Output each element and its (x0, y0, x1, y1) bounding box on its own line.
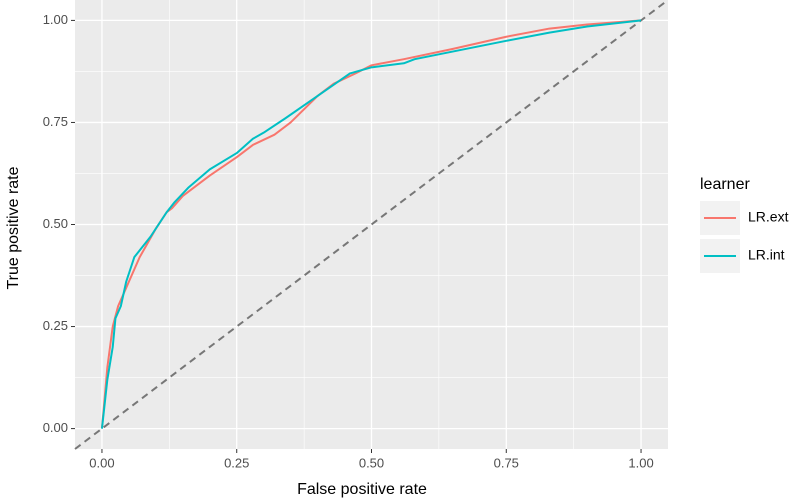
y-axis-title: True positive rate (5, 166, 22, 289)
y-tick-label: 0.00 (43, 420, 68, 435)
reference-line (74, 0, 669, 450)
x-tick-label: 1.00 (628, 455, 653, 470)
line (100, 19, 642, 429)
y-tick-label: 1.00 (43, 12, 68, 27)
legend-title: learner (700, 176, 750, 193)
x-tick-label: 0.75 (494, 455, 519, 470)
x-tick-label: 0.50 (359, 455, 384, 470)
x-tick-label: 0.00 (89, 455, 114, 470)
y-tick-label: 0.75 (43, 114, 68, 129)
y-tick-label: 0.25 (43, 318, 68, 333)
legend-label: LR.ext (748, 209, 789, 225)
line (100, 19, 642, 429)
x-tick-label: 0.25 (224, 455, 249, 470)
y-tick-label: 0.50 (43, 216, 68, 231)
x-axis-title: False positive rate (297, 481, 427, 498)
legend-label: LR.int (748, 247, 785, 263)
